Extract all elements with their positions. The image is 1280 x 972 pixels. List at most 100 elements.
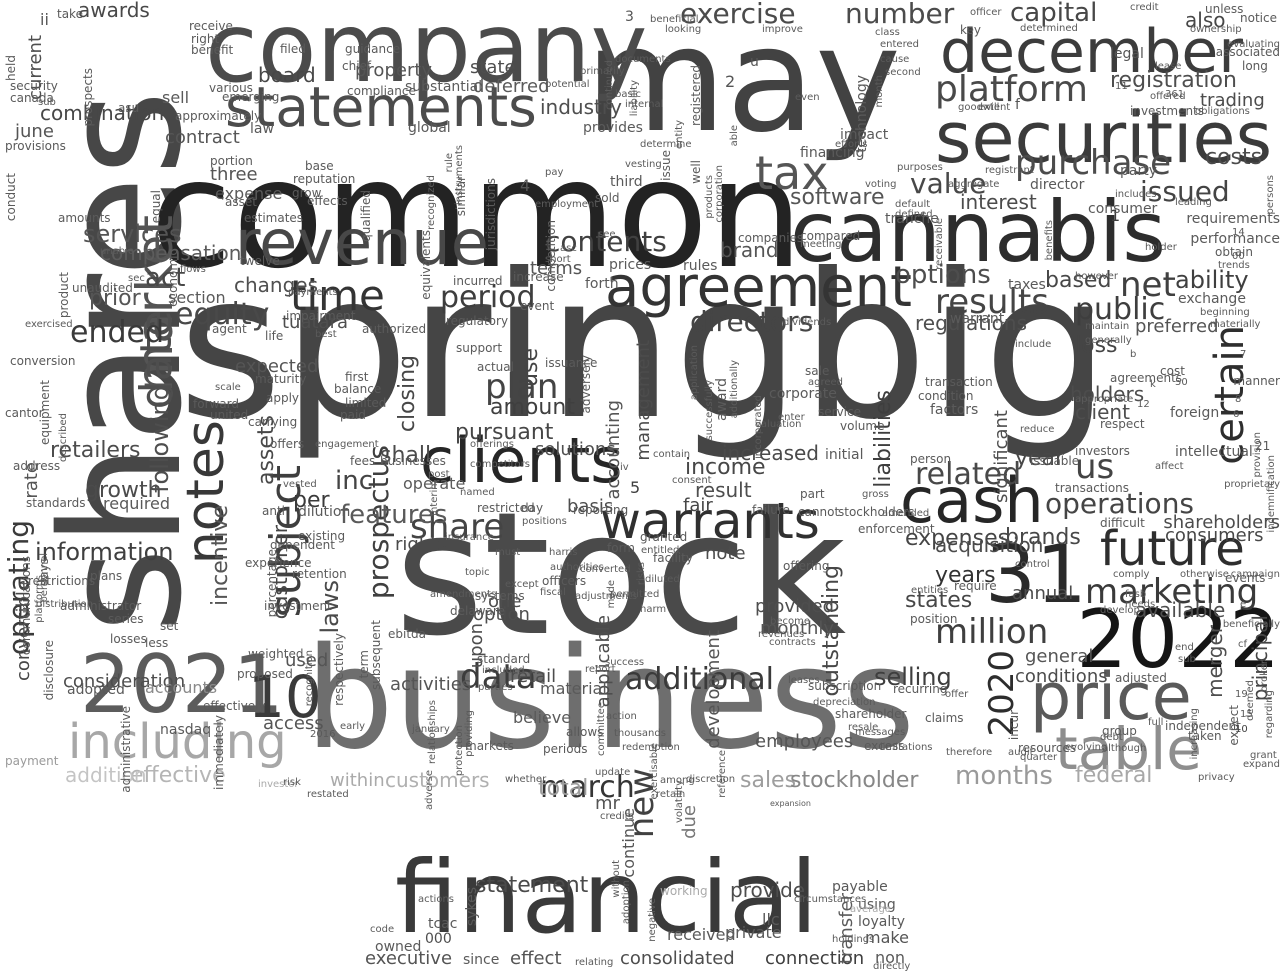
cloud-word: sell — [162, 88, 190, 107]
cloud-word: tcac — [428, 916, 458, 932]
cloud-word: trends — [1218, 260, 1250, 271]
cloud-word: although — [1102, 743, 1147, 754]
cloud-word: communications — [19, 556, 33, 656]
cloud-word: adoption — [621, 880, 632, 925]
cloud-word: 12 — [1137, 399, 1150, 410]
cloud-word: restrictions — [28, 574, 96, 588]
cloud-word: periods — [543, 742, 588, 756]
cloud-word: e — [1240, 599, 1247, 610]
cloud-word: proposed — [237, 667, 293, 681]
cloud-word: issued — [1140, 175, 1230, 208]
cloud-word: expand — [1242, 759, 1280, 770]
cloud-word: whether — [505, 774, 547, 785]
cloud-word: parties — [478, 682, 513, 693]
cloud-word: options — [895, 260, 991, 290]
cloud-word: notice — [1240, 11, 1277, 25]
cloud-word: 2016 — [310, 729, 336, 740]
cloud-word: entities — [911, 585, 949, 596]
cloud-word: state — [470, 57, 516, 78]
cloud-word: carrying — [248, 415, 298, 429]
cloud-word: operations — [1045, 487, 1195, 520]
cloud-word: changes — [234, 273, 319, 297]
cloud-word: risk — [283, 777, 301, 788]
cloud-word: loyalty — [858, 914, 905, 930]
cloud-word: difficult — [1100, 516, 1145, 530]
cloud-word: agreement — [605, 255, 913, 320]
cloud-word: companies — [738, 231, 804, 245]
cloud-word: 10 — [248, 663, 322, 731]
cloud-word: directly — [873, 961, 911, 972]
cloud-word: following — [146, 385, 174, 493]
cloud-word: gross — [862, 489, 889, 500]
cloud-word: expansion — [770, 799, 811, 808]
cloud-word: material — [540, 679, 607, 698]
cloud-word: interim — [429, 480, 440, 516]
cloud-word: administrator — [60, 599, 142, 613]
cloud-word: combination — [40, 101, 165, 125]
cloud-word: part — [800, 487, 825, 501]
cloud-word: requirements — [1186, 211, 1280, 227]
cloud-word: adverse — [424, 770, 435, 811]
cloud-word: efforts — [835, 139, 868, 150]
cloud-word: estimates — [244, 211, 304, 225]
cloud-word: reference — [717, 750, 728, 798]
cloud-word: including — [68, 714, 287, 770]
cloud-word: tuatara — [282, 312, 349, 333]
cloud-word: offered — [1150, 91, 1186, 102]
cloud-word: states — [905, 588, 973, 613]
cloud-word: software — [790, 185, 885, 210]
cloud-word: otherwise — [1180, 569, 1229, 580]
cloud-word: december — [940, 17, 1244, 87]
cloud-word: fees — [350, 454, 376, 468]
cloud-word: audit — [1008, 747, 1034, 758]
cloud-word: named — [460, 487, 495, 498]
cloud-word: persons — [1265, 175, 1276, 215]
cloud-word: stock — [395, 476, 847, 674]
cloud-word: reduce — [1020, 424, 1055, 435]
cloud-word: granted — [640, 530, 688, 544]
cloud-word: markets — [465, 739, 514, 753]
cloud-word: excess — [864, 739, 905, 753]
cloud-word: actual — [477, 360, 514, 374]
cloud-word: u — [750, 54, 759, 70]
cloud-word: officer — [970, 7, 1002, 18]
cloud-word: experience — [245, 556, 312, 570]
cloud-word: clients — [420, 424, 623, 497]
cloud-word: third — [610, 174, 643, 190]
cloud-word: capital — [1010, 0, 1098, 28]
cloud-word: weighted — [248, 647, 304, 661]
cloud-word: enforcement — [858, 522, 935, 536]
cloud-word: form — [607, 541, 635, 555]
cloud-word: key — [960, 23, 982, 37]
cloud-word: day — [521, 501, 544, 515]
cloud-word: except — [505, 579, 539, 590]
cloud-word: us — [1075, 447, 1115, 487]
cloud-word: determined — [1020, 23, 1078, 34]
cloud-word: long — [1242, 59, 1268, 73]
cloud-word: dividends — [783, 317, 832, 328]
cloud-word: payments — [288, 287, 338, 298]
cloud-word: amended — [882, 508, 930, 519]
cloud-word: believe — [513, 708, 572, 727]
cloud-word: resale — [848, 722, 879, 733]
cloud-word: deferred — [473, 76, 550, 97]
cloud-word: information — [35, 538, 174, 566]
cloud-word: received — [667, 925, 736, 944]
cloud-word: compensation — [100, 241, 242, 265]
cloud-word: pursuant — [455, 420, 554, 445]
cloud-word: contents — [545, 225, 667, 258]
cloud-word: legal — [1110, 46, 1144, 62]
cloud-word: maintain — [1085, 321, 1130, 332]
cloud-word: merger — [1203, 625, 1227, 698]
cloud-word: paid — [340, 408, 366, 422]
cloud-word: 11 — [1115, 81, 1128, 92]
cloud-word: loss — [1075, 333, 1118, 358]
cloud-word: preferred — [1135, 316, 1219, 337]
cloud-word: k — [1150, 379, 1156, 390]
cloud-word: qualified — [359, 190, 373, 242]
cloud-word: included — [482, 665, 525, 676]
cloud-word: 2022 — [1076, 593, 1280, 686]
cloud-word: unless — [1205, 2, 1244, 16]
cloud-word: revenues — [758, 629, 805, 640]
cloud-word: events — [1225, 571, 1266, 585]
